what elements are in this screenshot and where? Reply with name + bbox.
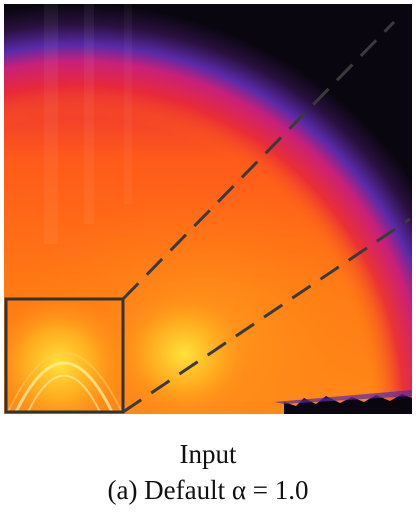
caption-title: Input xyxy=(179,439,237,469)
zoom-inset-box xyxy=(4,297,125,414)
lower-guide-line xyxy=(122,217,411,414)
overlay-svg xyxy=(4,20,411,414)
upper-guide-line xyxy=(121,20,396,301)
caption-subtitle: (a) Default α = 1.0 xyxy=(107,475,309,505)
heatmap-image xyxy=(4,4,412,414)
